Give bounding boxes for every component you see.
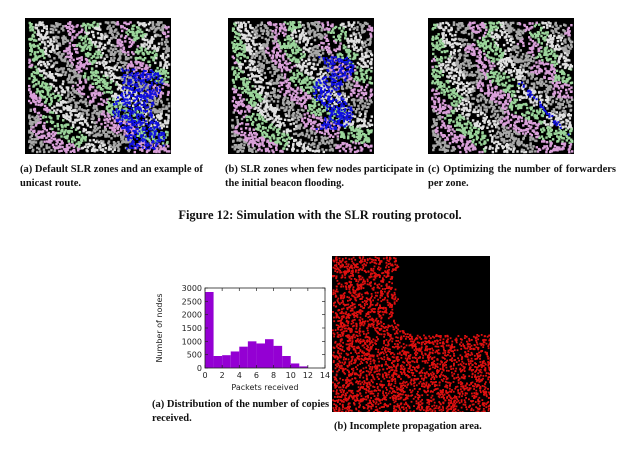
caption-a-text: (a) Default SLR zones and an example of … [20,164,203,189]
propagation-area-map [332,256,490,412]
caption-b: (b) SLR zones when few nodes participate… [225,163,425,191]
y-tick-label: 2000 [182,311,202,320]
subfigure-c-image [428,18,574,154]
y-tick-label: 3000 [182,284,202,293]
y-tick-label: 0 [197,364,202,373]
histogram-bar [290,363,300,368]
caption-a: (a) Default SLR zones and an example of … [20,163,225,191]
slr-zones-default-map [25,18,171,154]
fig13-caption-b-text: (b) Incomplete propagation area. [334,421,482,432]
caption-c: (c) Optimizing the number of forwarders … [428,163,616,191]
y-tick-label: 2500 [182,297,202,306]
histogram-bar [265,339,274,368]
fig13-caption-a-text: (a) Distribution of the number of copies… [152,399,330,424]
slr-zones-optimized-map [428,18,574,154]
histogram-bar [230,351,240,368]
y-tick-label: 500 [187,351,202,360]
histogram-panel: 0 500 1000 1500 2000 2500 3000 0 2 4 6 8 10 12 14 Packe… [152,276,332,394]
slr-zones-few-nodes-map [228,18,374,154]
propagation-image [332,256,490,412]
figure-12-title: Figure 12: Simulation with the SLR routi… [178,208,462,222]
x-tick-label: 0 [202,371,207,380]
subfigure-a-image [25,18,171,154]
histogram-bar [273,345,283,368]
x-tick-label: 14 [320,371,330,380]
histogram-bar [222,355,231,368]
histogram-bar [205,292,214,368]
histogram-bar [299,366,308,368]
x-tick-label: 10 [286,371,296,380]
y-tick-label: 1500 [182,324,202,333]
histogram-bar [256,343,265,368]
fig13-caption-a: (a) Distribution of the number of copies… [152,398,334,426]
x-tick-label: 6 [254,371,259,380]
caption-c-text: (c) Optimizing the number of forwarders … [428,164,616,189]
caption-b-text: (b) SLR zones when few nodes participate… [225,164,425,189]
y-tick-label: 1000 [182,337,202,346]
histogram-bar [239,346,248,368]
histogram-bar [213,356,223,368]
y-axis-label: Number of nodes [155,293,164,362]
x-tick-label: 12 [303,371,313,380]
histogram-bar [282,356,291,368]
x-tick-label: 2 [220,371,225,380]
x-tick-label: 8 [271,371,276,380]
subfigure-b-image [228,18,374,154]
fig13-caption-b: (b) Incomplete propagation area. [334,420,490,434]
x-axis-label: Packets received [231,383,298,392]
packets-histogram: 0 500 1000 1500 2000 2500 3000 0 2 4 6 8 10 12 14 Packe… [155,284,330,392]
x-tick-label: 4 [237,371,242,380]
histogram-bar [247,341,257,368]
